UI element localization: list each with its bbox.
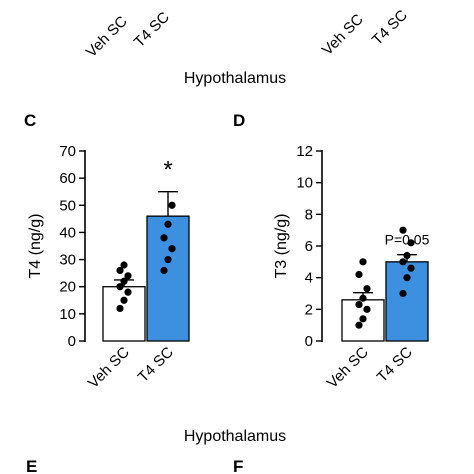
- data-point: [403, 251, 411, 260]
- y-tick-label: 30: [59, 252, 76, 269]
- y-tick-label: 0: [68, 333, 76, 350]
- data-point: [359, 294, 367, 302]
- data-point: [355, 300, 363, 309]
- data-point: [359, 258, 367, 266]
- data-point: [116, 266, 124, 275]
- panel-label-c: C: [24, 111, 36, 130]
- data-point: [355, 321, 363, 329]
- data-point: [120, 261, 128, 269]
- data-point: [116, 304, 124, 313]
- data-point: [399, 258, 407, 266]
- x-tick-label: Veh SC: [324, 344, 372, 392]
- y-tick-label: 4: [305, 270, 313, 287]
- data-point: [363, 305, 371, 313]
- panel-label-f: F: [233, 457, 243, 474]
- data-point: [120, 296, 128, 304]
- data-point: [355, 270, 363, 279]
- y-tick-label: 70: [59, 143, 76, 160]
- panel-label-d: D: [233, 111, 245, 130]
- data-point: [403, 274, 411, 282]
- data-point: [359, 315, 367, 323]
- data-point: [116, 283, 124, 291]
- y-tick-label: 20: [59, 279, 76, 296]
- y-tick-label: 10: [296, 175, 313, 192]
- y-tick-label: 40: [59, 224, 76, 241]
- data-point: [160, 234, 168, 242]
- top-left-tick-t4: T4 SC: [131, 9, 173, 51]
- data-point: [168, 245, 176, 253]
- data-point: [399, 289, 407, 298]
- y-tick-label: 6: [305, 238, 313, 255]
- chart-panel-d: D 0 2 4 6 8 10 12 T3 (ng/g) Veh SC T4 SC P=0.05: [233, 111, 430, 392]
- y-tick-label: 0: [305, 333, 313, 350]
- data-point: [407, 264, 415, 272]
- top-left-tick-veh: Veh SC: [83, 13, 131, 61]
- y-tick-label: 10: [59, 306, 76, 323]
- data-point: [124, 272, 132, 280]
- region-label-bottom: Hypothalamus: [184, 428, 286, 445]
- data-point: [164, 255, 172, 264]
- y-tick-label: 2: [305, 301, 313, 318]
- bar-veh-sc: [102, 286, 146, 342]
- data-point: [168, 201, 176, 209]
- top-right-tick-veh: Veh SC: [319, 11, 367, 59]
- bar-t4-sc: [146, 215, 190, 342]
- y-axis-label: T4 (ng/g): [27, 214, 44, 279]
- data-point: [363, 285, 371, 293]
- data-point: [124, 288, 132, 296]
- data-point: [160, 266, 168, 275]
- panel-label-e: E: [26, 457, 37, 474]
- significance-annotation: P=0.05: [385, 232, 430, 248]
- bar-t4-sc: [385, 261, 429, 342]
- data-point: [164, 220, 172, 228]
- data-point: [399, 226, 407, 234]
- chart-panel-c: C 0 10 20 30 40 50 60 70 T4 (ng/g) Veh SC T4 SC *: [24, 111, 190, 392]
- x-tick-label: T4 SC: [135, 344, 177, 386]
- y-tick-label: 12: [296, 143, 313, 160]
- x-tick-label: Veh SC: [85, 344, 133, 392]
- y-tick-label: 60: [59, 170, 76, 187]
- data-point: [407, 239, 415, 247]
- y-tick-label: 50: [59, 197, 76, 214]
- region-label-top: Hypothalamus: [184, 70, 286, 87]
- x-tick-label: T4 SC: [374, 344, 416, 386]
- top-right-tick-t4: T4 SC: [369, 7, 411, 49]
- significance-annotation: *: [163, 157, 172, 184]
- y-tick-label: 8: [305, 206, 313, 223]
- data-point: [120, 277, 128, 285]
- y-axis-label: T3 (ng/g): [273, 214, 290, 279]
